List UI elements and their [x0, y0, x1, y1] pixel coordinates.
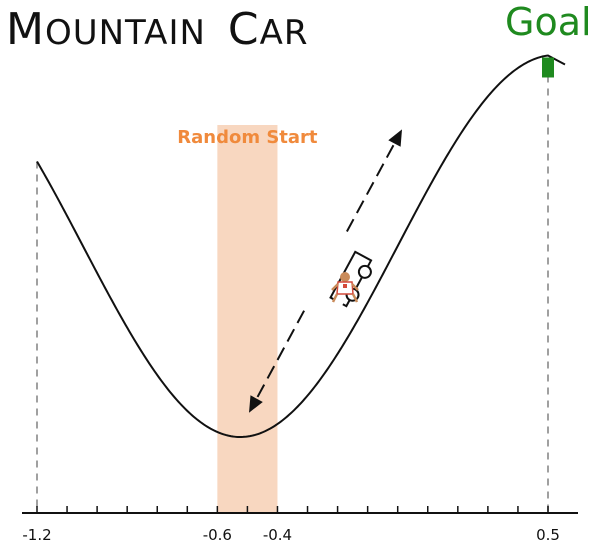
- random-start-label: Random Start: [177, 127, 318, 148]
- title-initial-c: C: [227, 4, 260, 55]
- goal-label: Goal: [505, 0, 592, 44]
- x-axis-tick-labels: -1.2 -0.6 -0.4 0.5: [22, 526, 560, 544]
- x-tick-label: -0.6: [203, 526, 232, 544]
- goal-flag-icon: [542, 57, 554, 78]
- title-rest-ar: AR: [259, 13, 309, 53]
- x-tick-label: -0.4: [263, 526, 292, 544]
- random-start-band: [217, 125, 278, 513]
- title-initial-m: M: [6, 4, 45, 55]
- x-axis-ticks: [36, 506, 549, 513]
- person-icon: [331, 272, 359, 303]
- title-rest-ountain: OUNTAIN: [44, 13, 206, 53]
- x-tick-label: -1.2: [22, 526, 51, 544]
- arrow-down-left-icon: [249, 310, 305, 413]
- mountain-curve: [36, 54, 566, 439]
- arrow-up-right-icon: [346, 129, 402, 232]
- x-tick-label: 0.5: [536, 526, 560, 544]
- page-title: MOUNTAIN CAR: [6, 4, 309, 55]
